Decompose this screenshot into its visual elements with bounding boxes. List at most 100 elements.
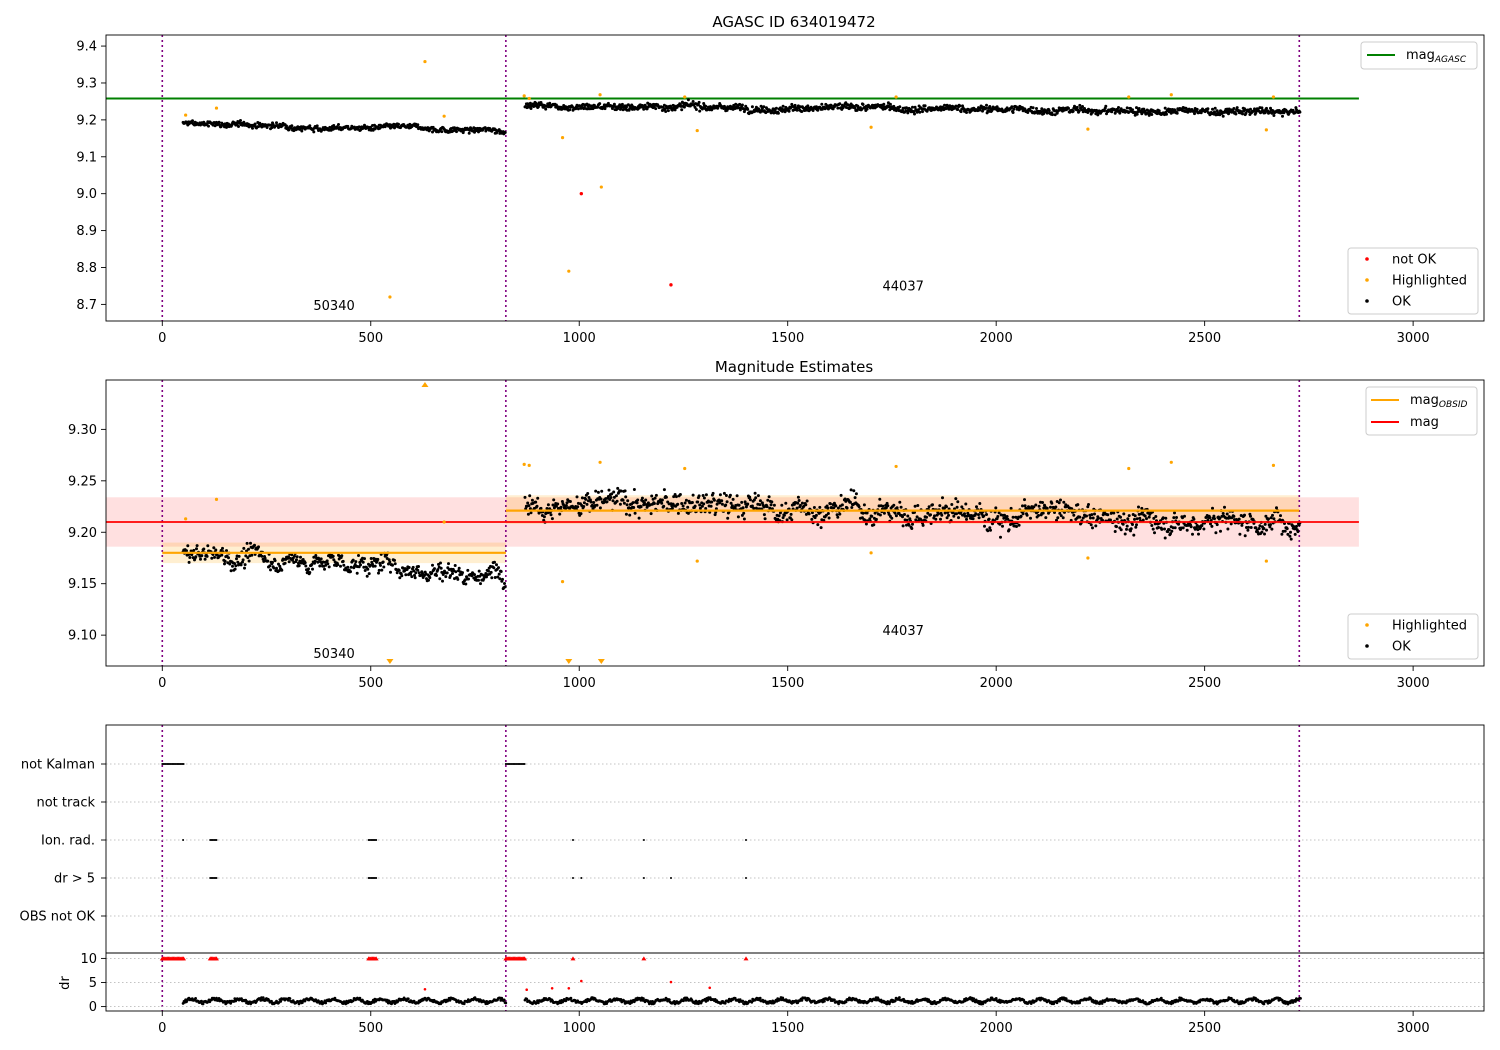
flags-x-tick-label: 0 [158,1021,166,1036]
ok-point [660,501,664,505]
dr-point [1058,999,1061,1003]
ok-point [528,494,532,498]
ok-point [852,489,856,493]
ok-point [890,516,894,520]
ok-point [192,548,196,552]
dr-point [823,999,826,1003]
ok-point [1093,512,1096,516]
ok-point [421,572,424,575]
flag-point [580,877,583,879]
ok-point [1249,107,1252,111]
dr-outlier-point [525,988,528,992]
ok-point [838,512,842,516]
ok-point [1021,512,1025,516]
dr-point [201,1002,205,1006]
ok-point [865,107,869,111]
ok-point [257,545,260,549]
highlighted-point [1264,128,1268,132]
ok-point [1210,524,1214,528]
highlighted-point [1086,127,1090,131]
highlighted-point [1271,95,1276,99]
ok-point [1001,524,1004,528]
ok-point [340,554,344,558]
ok-point [955,505,959,509]
ok-point [913,105,917,109]
ok-point [1086,111,1090,114]
ok-point [762,513,766,517]
ok-point [704,104,708,108]
ok-point [247,559,251,563]
ok-point [249,541,252,545]
ok-point [978,502,982,505]
ok-point [473,573,476,577]
ok-point [308,571,312,574]
ok-point [735,494,739,498]
ok-point [861,511,865,515]
ok-point [1243,513,1246,517]
ok-point [636,498,640,502]
ok-point [1078,103,1082,107]
flag-point [523,763,526,765]
ok-point [807,512,811,516]
agasc-x-tick-label: 1000 [563,331,596,346]
ok-point [315,124,319,128]
ok-point [713,513,717,517]
ok-point [427,578,430,582]
ok-point [529,107,533,110]
ok-point [770,507,774,511]
legend-label: OK [1392,640,1411,655]
ok-point [325,559,329,563]
ok-point [233,562,236,565]
ok-point [1264,514,1268,518]
ok-point [568,108,572,112]
highlighted-point [184,113,188,117]
ok-point [1263,522,1267,526]
ok-point [195,544,199,548]
ok-point [307,567,310,571]
ok-point [977,513,980,517]
ok-point [1023,504,1027,508]
ok-point [349,565,353,569]
ok-point [1247,525,1250,529]
ok-point [1221,512,1225,515]
ok-point [237,125,240,128]
ok-point [465,575,468,579]
ok-point [1249,526,1253,529]
ok-point [1208,516,1212,520]
flag-point [182,763,185,765]
ok-point [326,562,330,566]
highlighted-point [869,125,873,129]
ok-point [985,103,988,107]
dr-outlier-point [708,986,712,990]
ok-point [753,491,757,495]
ok-point [997,511,1001,515]
ok-point [235,557,238,561]
ok-point [748,498,752,502]
ok-point [996,515,1000,518]
ok-point [449,574,452,578]
legend-marker [1365,623,1369,627]
ok-point [523,495,527,499]
ok-point [653,496,657,500]
ok-point [285,124,288,128]
ok-point [1032,505,1036,509]
ok-point [618,502,622,506]
ok-point [983,524,986,528]
ok-point [439,566,443,570]
ok-point [1289,537,1293,541]
ok-point [1164,516,1168,520]
ok-point [447,562,450,566]
ok-point [1129,527,1133,531]
ok-point [373,564,377,568]
ok-point [886,504,890,508]
flags-x-tick-label: 2500 [1188,1021,1221,1036]
legend-marker [1365,299,1369,303]
flag-point [670,877,672,879]
dr-point [564,999,568,1003]
ok-point [1223,505,1226,509]
ok-point [564,506,568,510]
legend-label: not OK [1392,253,1437,268]
ok-point [1195,107,1199,111]
ok-point [549,513,553,517]
ok-point [720,499,724,503]
